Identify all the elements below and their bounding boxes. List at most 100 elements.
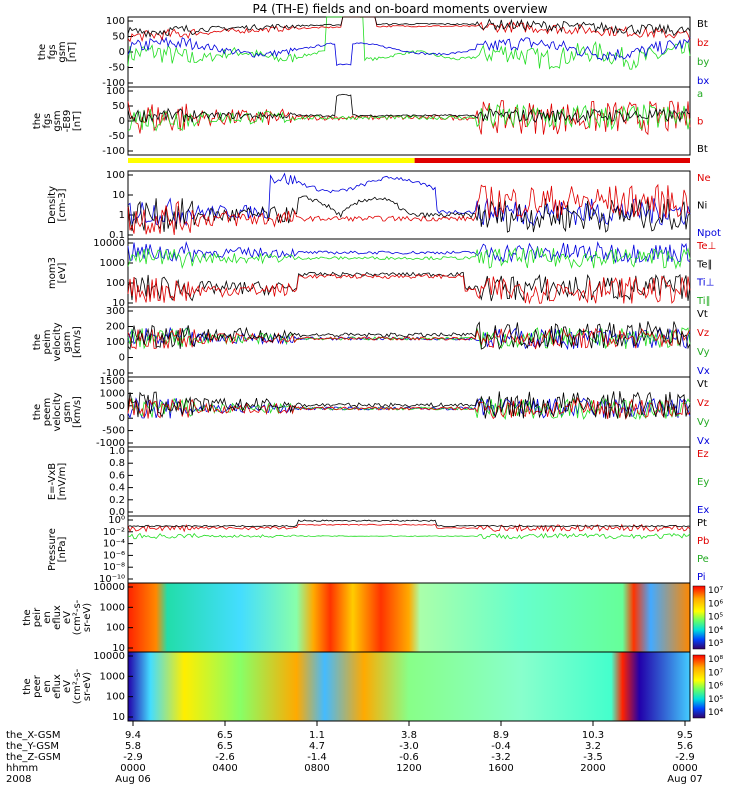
trace-black xyxy=(127,93,691,124)
y-tick-label: 10⁻² xyxy=(103,527,125,538)
y-tick-label: 100 xyxy=(106,692,125,703)
x-tick-label: 0400 xyxy=(212,763,237,774)
orbit-bar-red xyxy=(414,158,690,163)
panel-4: 10000 1000 100 10 mom3[eV] Te⊥ Te∥ Ti⊥ Ti∥ xyxy=(47,238,716,309)
legend-bz: bz xyxy=(697,38,709,49)
spectrogram-2 xyxy=(128,652,690,721)
x-tick-label: 10.3 xyxy=(582,730,604,741)
ylabel-line: [eV] xyxy=(57,263,68,284)
trace-Npot xyxy=(127,172,691,227)
legend-Ne: Ne xyxy=(697,173,711,184)
colorbar-label: 10⁶ xyxy=(708,682,723,692)
x-tick-label: 1600 xyxy=(488,763,513,774)
legend-by: by xyxy=(697,57,709,68)
y-tick-label: 10⁻¹⁰ xyxy=(99,574,125,585)
panel-frame xyxy=(127,86,691,156)
legend-Vx: Vx xyxy=(697,366,710,377)
panel-frame xyxy=(127,446,691,517)
ylabel-line: the xyxy=(32,113,43,129)
colorbar-label: 10⁵ xyxy=(708,613,723,623)
panel-ylabel: thepeimvelocitygsm[km/s] xyxy=(32,322,83,361)
figure-title: P4 (TH-E) fields and on-board moments ov… xyxy=(252,2,547,16)
y-tick-label: -1000 xyxy=(96,438,125,449)
ylabel-line: fgs xyxy=(47,44,58,59)
x-tick-label: 8.9 xyxy=(493,730,509,741)
ylabel-line: sr-eV) xyxy=(82,672,93,701)
legend-Ey: Ey xyxy=(697,477,709,488)
legend-Bt: Bt xyxy=(697,19,708,30)
y-tick-label: 10⁻⁸ xyxy=(103,562,125,573)
ylabel-line: the xyxy=(32,334,43,350)
panel-frame xyxy=(127,376,691,448)
panel-7: 1.00.80.6 0.40.20.0 E=-VxB[mV/m] Ez Ey Ex xyxy=(47,446,709,518)
y-tick-label: 1 xyxy=(119,210,125,221)
colorbar-label: 10³ xyxy=(708,639,723,649)
ylabel-line: gsm xyxy=(57,41,68,62)
orbit-bar-yellow xyxy=(128,158,415,163)
x-tick-label: 2000 xyxy=(580,763,605,774)
ylabel-line: peim xyxy=(42,329,53,354)
x-row-label: the_Z-GSM xyxy=(6,752,61,763)
x-row-label: the_Y-GSM xyxy=(6,741,59,752)
x-tick-label: -3.2 xyxy=(491,752,511,763)
ylabel-line: [km/s] xyxy=(72,396,83,428)
panel-ylabel: E=-VxB[mV/m] xyxy=(47,463,68,501)
legend-Pe: Pe xyxy=(697,554,709,565)
trace-by xyxy=(127,16,691,70)
ylabel-line: en xyxy=(42,611,53,624)
panel-ylabel: thefgsgsm-E89[nT] xyxy=(32,110,83,133)
panel-9: 10⁷ 10⁶ 10⁵ 10⁴ 10³ 10000 1000 100 10 thepeirenef… xyxy=(22,582,723,654)
x-row-label: the_X-GSM xyxy=(6,730,60,741)
y-tick-label: 10⁻⁴ xyxy=(103,539,125,550)
ylabel-line: velocity xyxy=(52,392,63,431)
trace-Ni xyxy=(127,195,691,233)
panel-ylabel: thepeirenefluxeV(cm²-s-sr-eV) xyxy=(22,599,93,635)
x-tick-label: 3.2 xyxy=(585,741,601,752)
y-tick-label: 100 xyxy=(106,278,125,289)
ylabel-line: gsm xyxy=(62,331,73,352)
panel-frame xyxy=(127,238,691,308)
panel-10: 10⁸ 10⁷ 10⁶ 10⁵ 10⁴ 10000 1000 100 10 thepeerenef… xyxy=(22,651,723,723)
panel-ylabel: thefgsgsm[nT] xyxy=(37,41,78,62)
y-tick-label: 0.1 xyxy=(109,230,125,241)
panel-2: 100 50 0 -50 -100 thefgsgsm-E89[nT] a b Bt xyxy=(32,86,708,157)
y-tick-label: 0 xyxy=(119,47,125,58)
ylabel-line: [km/s] xyxy=(72,326,83,358)
ylabel-line: [mV/m] xyxy=(57,463,68,501)
y-tick-label: -500 xyxy=(102,426,125,437)
trace-Ne xyxy=(127,183,691,236)
ylabel-line: peem xyxy=(42,398,53,426)
y-tick-label: 10000 xyxy=(93,651,125,662)
colorbar xyxy=(692,585,706,650)
trace-Te-perp xyxy=(127,273,691,305)
legend-bx: bx xyxy=(697,76,709,87)
ylabel-line: the xyxy=(37,44,48,60)
legend-Vz: Vz xyxy=(697,398,709,409)
panel-ylabel: thepeerenefluxeV(cm²-s-sr-eV) xyxy=(22,668,93,704)
y-tick-label: 100 xyxy=(106,170,125,181)
y-tick-label: 0 xyxy=(119,353,125,364)
x-row-label: hhmm xyxy=(6,763,38,774)
legend-Vy: Vy xyxy=(697,347,710,358)
trace-Ti-perp xyxy=(127,241,691,264)
x-tick-label: -1.4 xyxy=(307,752,327,763)
legend-Ti∥: Ti∥ xyxy=(696,296,711,307)
trace-Vt xyxy=(127,391,691,419)
y-tick-label: 500 xyxy=(106,401,125,412)
trace-Te-par xyxy=(127,271,691,302)
panel-ylabel: Density[cm-3] xyxy=(47,186,68,224)
ylabel-line: eflux xyxy=(52,605,63,630)
legend-Vt: Vt xyxy=(697,379,708,390)
x-tick-label: 5.8 xyxy=(125,741,141,752)
y-tick-label: 10 xyxy=(112,712,125,723)
y-tick-label: -100 xyxy=(102,78,125,89)
legend-Vz: Vz xyxy=(697,328,709,339)
x-tick-label: 0800 xyxy=(304,763,329,774)
ylabel-line: -E89 xyxy=(62,110,73,133)
y-tick-label: 1000 xyxy=(100,671,125,682)
x-tick-label: Aug 07 xyxy=(667,774,702,785)
legend-Vy: Vy xyxy=(697,417,710,428)
x-tick-label: 1200 xyxy=(396,763,421,774)
ylabel-line: gsm xyxy=(52,110,63,131)
ylabel-line: Pressure xyxy=(47,528,58,571)
